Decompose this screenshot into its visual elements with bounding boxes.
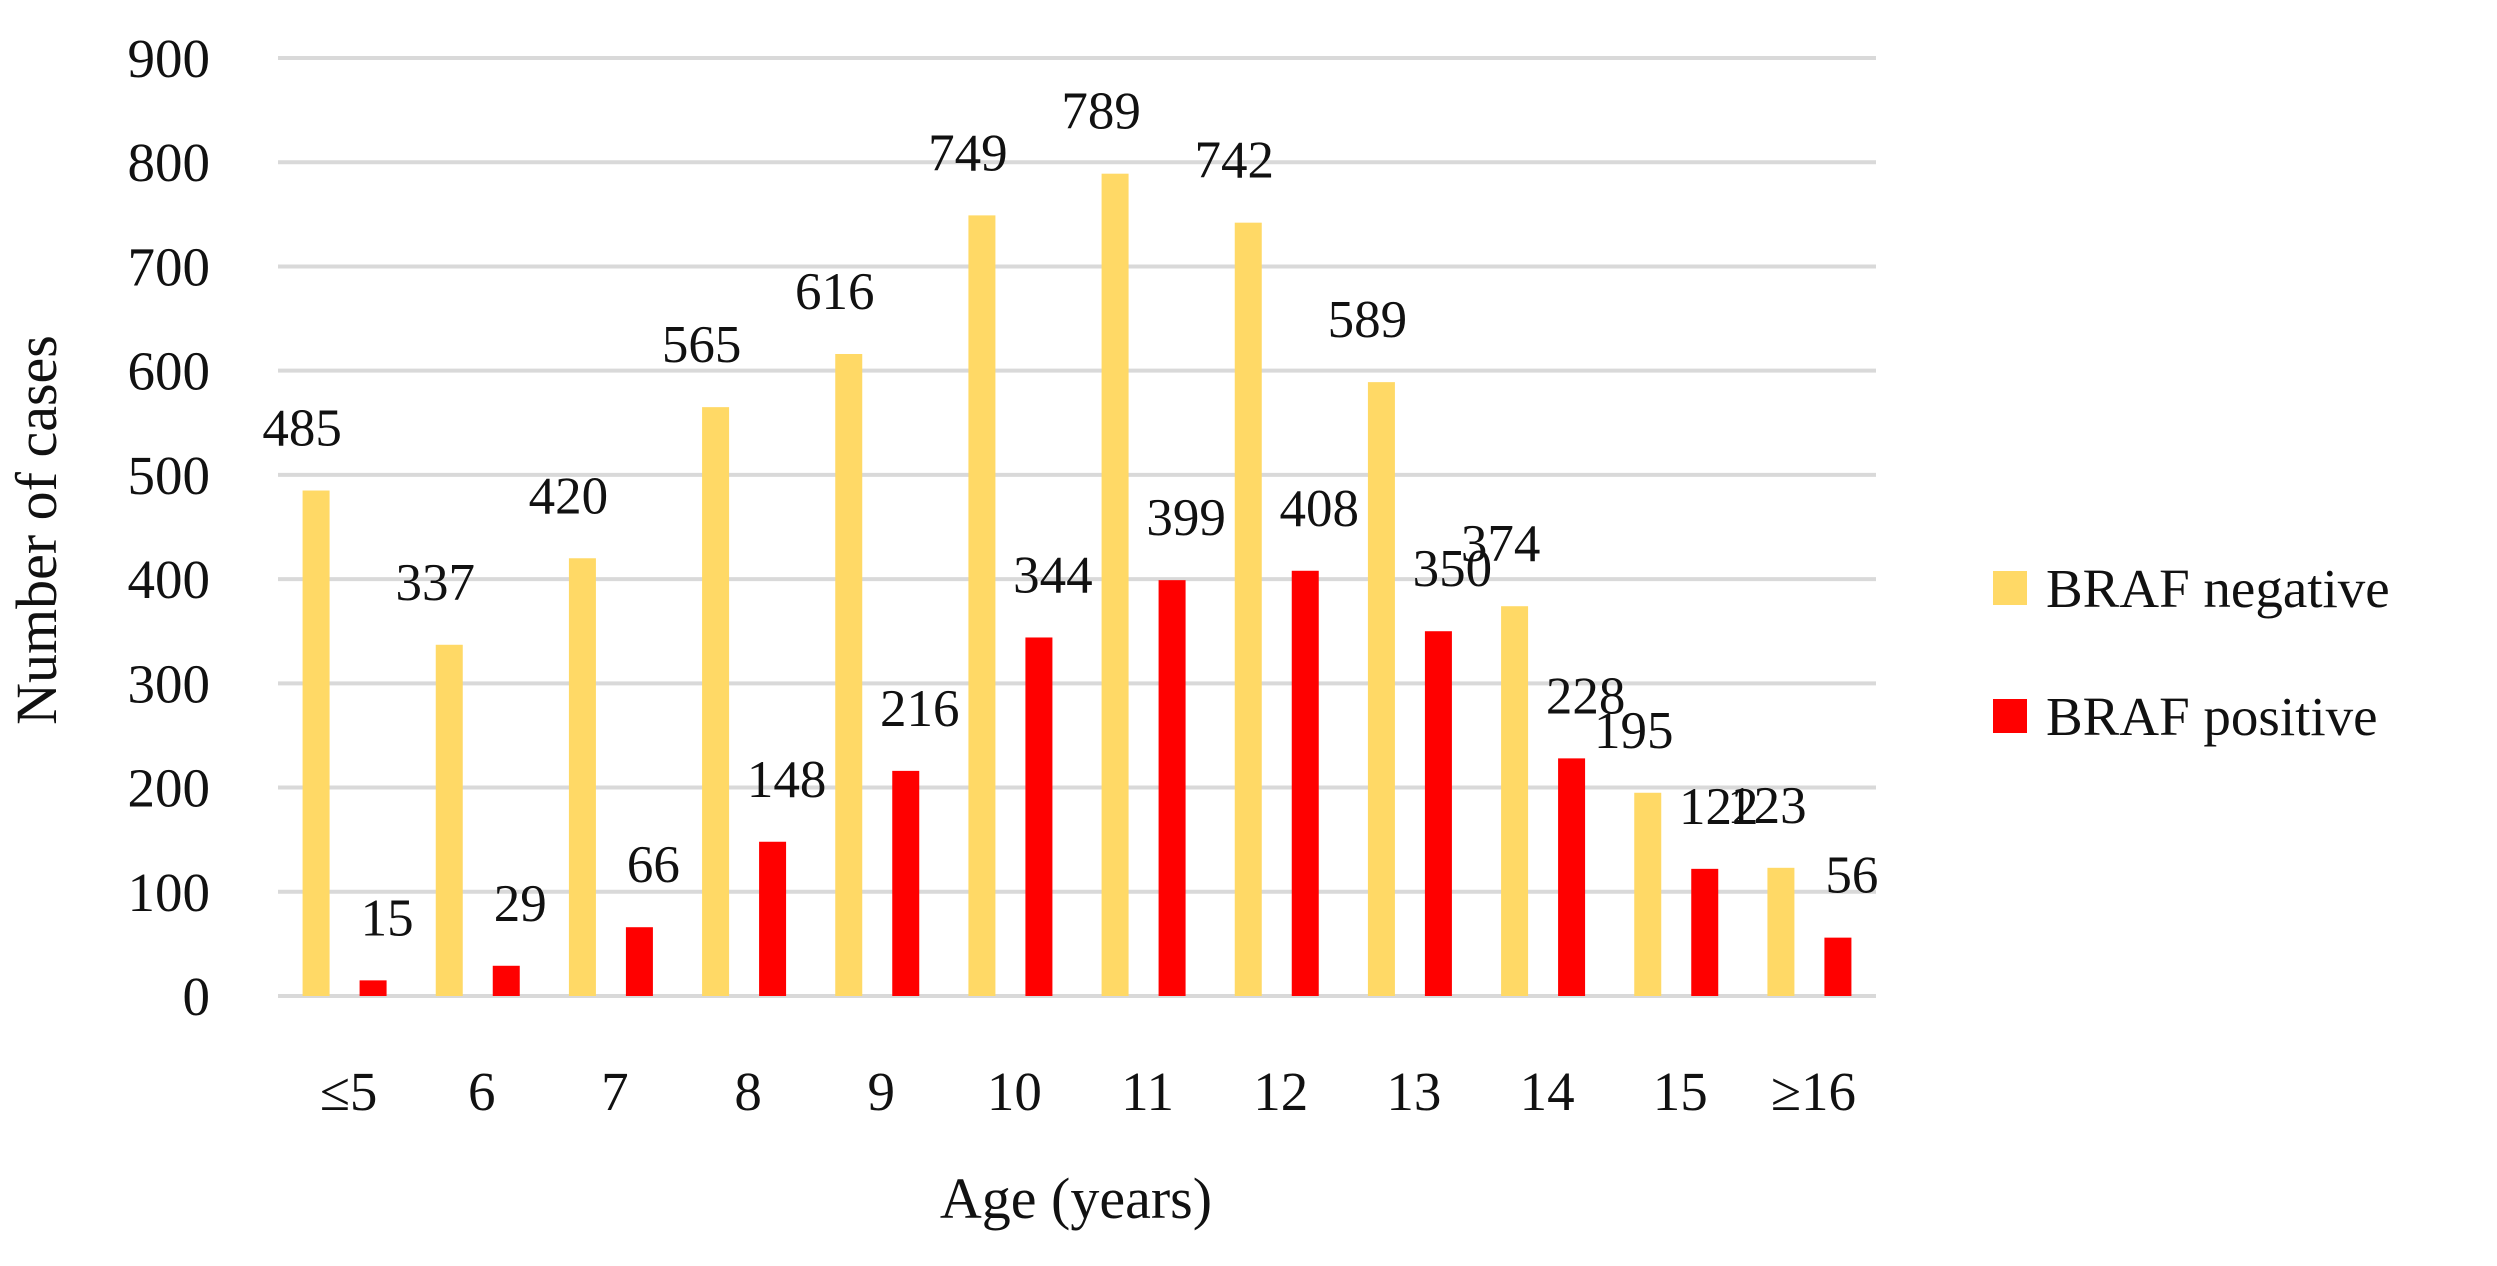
x-tick-label: 7: [601, 1061, 629, 1122]
data-labels: 485 15 337 29 420 66 565 148 616 216 749 344 789 399 7…: [262, 83, 1878, 948]
x-tick-label: 10: [987, 1061, 1042, 1122]
legend: BRAF negative BRAF positive: [1993, 558, 2390, 747]
y-axis-title: Number of cases: [4, 335, 69, 725]
bar-braf-positive-10: [1691, 868, 1719, 996]
bar-braf-negative-6: [1101, 173, 1129, 997]
data-label-braf-positive-6: 399: [1146, 489, 1226, 547]
data-label-braf-positive-5: 344: [1013, 546, 1093, 604]
bar-braf-positive-8: [1424, 631, 1452, 996]
bar-braf-negative-11: [1767, 867, 1795, 996]
x-tick-label: 12: [1253, 1061, 1308, 1122]
bar-braf-negative-9: [1501, 606, 1529, 996]
data-label-braf-positive-9: 228: [1546, 667, 1626, 725]
bar-braf-negative-3: [702, 407, 730, 997]
data-label-braf-positive-7: 408: [1280, 480, 1360, 538]
x-axis-ticks: ≤5 6 7 8 9 10 11 12 13 14 15 ≥16: [320, 1061, 1856, 1122]
y-tick-label: 300: [128, 653, 211, 714]
y-tick-label: 500: [128, 445, 211, 506]
data-label-braf-negative-0: 485: [262, 400, 342, 458]
y-tick-label: 600: [128, 341, 211, 402]
x-tick-label: 14: [1520, 1061, 1575, 1122]
bar-braf-negative-0: [302, 490, 330, 996]
bar-braf-positive-6: [1158, 580, 1186, 996]
data-label-braf-positive-1: 29: [494, 875, 547, 933]
x-tick-label: 11: [1121, 1061, 1174, 1122]
data-label-braf-negative-8: 589: [1328, 291, 1408, 349]
y-tick-label: 0: [183, 966, 211, 1027]
bar-braf-positive-7: [1291, 570, 1319, 996]
data-label-braf-positive-11: 56: [1825, 847, 1878, 905]
data-label-braf-negative-11: 123: [1727, 777, 1807, 835]
bar-braf-negative-4: [835, 353, 863, 997]
bar-braf-positive-0: [359, 980, 387, 996]
bar-braf-positive-9: [1558, 758, 1586, 996]
x-tick-label: 6: [468, 1061, 496, 1122]
y-tick-label: 200: [128, 758, 211, 819]
legend-label-braf-negative: BRAF negative: [2046, 558, 2390, 619]
bar-braf-negative-1: [435, 644, 463, 996]
legend-swatch-braf-negative: [1993, 571, 2027, 605]
bar-braf-positive-11: [1824, 937, 1852, 996]
data-label-braf-positive-8: 350: [1413, 540, 1493, 598]
legend-label-braf-positive: BRAF positive: [2046, 686, 2378, 747]
x-tick-label: ≥16: [1771, 1061, 1856, 1122]
bar-braf-positive-3: [759, 841, 787, 996]
data-label-braf-positive-0: 15: [361, 889, 414, 947]
y-tick-label: 400: [128, 549, 211, 610]
data-label-braf-negative-5: 749: [928, 124, 1008, 182]
data-label-braf-positive-10: 122: [1679, 778, 1759, 836]
x-tick-label: 13: [1386, 1061, 1441, 1122]
x-tick-label: ≤5: [320, 1061, 378, 1122]
bar-braf-positive-5: [1025, 637, 1053, 996]
data-label-braf-negative-3: 565: [662, 316, 742, 374]
bar-braf-positive-2: [625, 927, 653, 996]
data-label-braf-negative-7: 742: [1195, 132, 1275, 190]
data-label-braf-negative-6: 789: [1061, 83, 1141, 141]
x-axis-title: Age (years): [940, 1166, 1212, 1231]
y-axis-ticks: 0 100 200 300 400 500 600 700 800 900: [128, 28, 211, 1027]
data-label-braf-negative-4: 616: [795, 263, 875, 321]
bar-braf-negative-7: [1234, 222, 1262, 996]
bar-braf-negative-8: [1367, 382, 1395, 996]
x-tick-label: 15: [1653, 1061, 1708, 1122]
data-label-braf-positive-3: 148: [747, 751, 827, 809]
x-tick-label: 9: [868, 1061, 896, 1122]
bar-braf-positive-1: [492, 965, 520, 996]
data-label-braf-positive-2: 66: [627, 836, 680, 894]
data-label-braf-negative-2: 420: [529, 467, 609, 525]
data-label-braf-negative-9: 374: [1461, 515, 1541, 573]
data-label-braf-negative-1: 337: [396, 554, 476, 612]
y-tick-label: 700: [128, 236, 211, 297]
bars: [302, 173, 1852, 997]
data-label-braf-positive-4: 216: [880, 680, 960, 738]
bar-braf-negative-2: [568, 558, 596, 996]
y-tick-label: 100: [128, 862, 211, 923]
gridlines: [278, 56, 1876, 998]
bar-braf-negative-10: [1634, 792, 1662, 996]
bar-braf-positive-4: [892, 770, 920, 996]
y-tick-label: 900: [128, 28, 211, 89]
y-tick-label: 800: [128, 132, 211, 193]
legend-swatch-braf-positive: [1993, 699, 2027, 733]
bar-braf-negative-5: [968, 215, 996, 996]
data-label-braf-negative-10: 195: [1594, 702, 1674, 760]
x-tick-label: 8: [734, 1061, 762, 1122]
